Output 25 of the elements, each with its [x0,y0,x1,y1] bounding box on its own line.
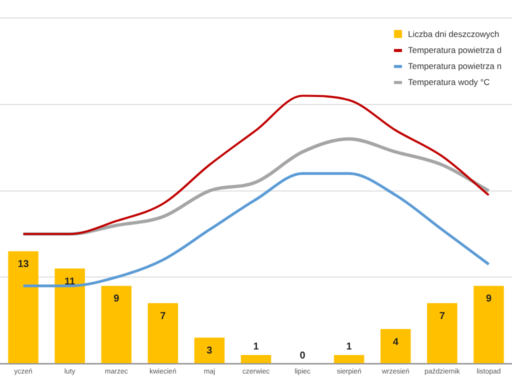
bar [148,303,178,364]
bar [474,286,504,364]
bar [427,303,458,364]
data-label: 1 [346,342,352,353]
data-label: 7 [439,310,446,322]
bar [240,354,272,364]
bar [101,286,132,364]
data-label: 9 [486,294,492,305]
data-label: 3 [206,345,213,356]
bar [380,329,411,364]
legend-label: Temperatura wody °C [408,77,490,87]
data-label: 0 [300,350,306,362]
data-label: 11 [64,276,76,288]
data-label: 13 [18,259,30,270]
bar [334,354,364,364]
data-label: 4 [392,336,399,348]
bar [54,268,85,364]
legend-label: Temperatura powietrza d [408,45,502,55]
data-label: 1 [253,342,260,353]
legend-label: Temperatura powietrza n [408,61,502,71]
bar [194,338,225,364]
legend-label: Liczba dni deszczowych [408,29,500,39]
data-label: 7 [160,310,166,322]
bar [8,251,38,364]
data-label: 9 [114,294,120,305]
